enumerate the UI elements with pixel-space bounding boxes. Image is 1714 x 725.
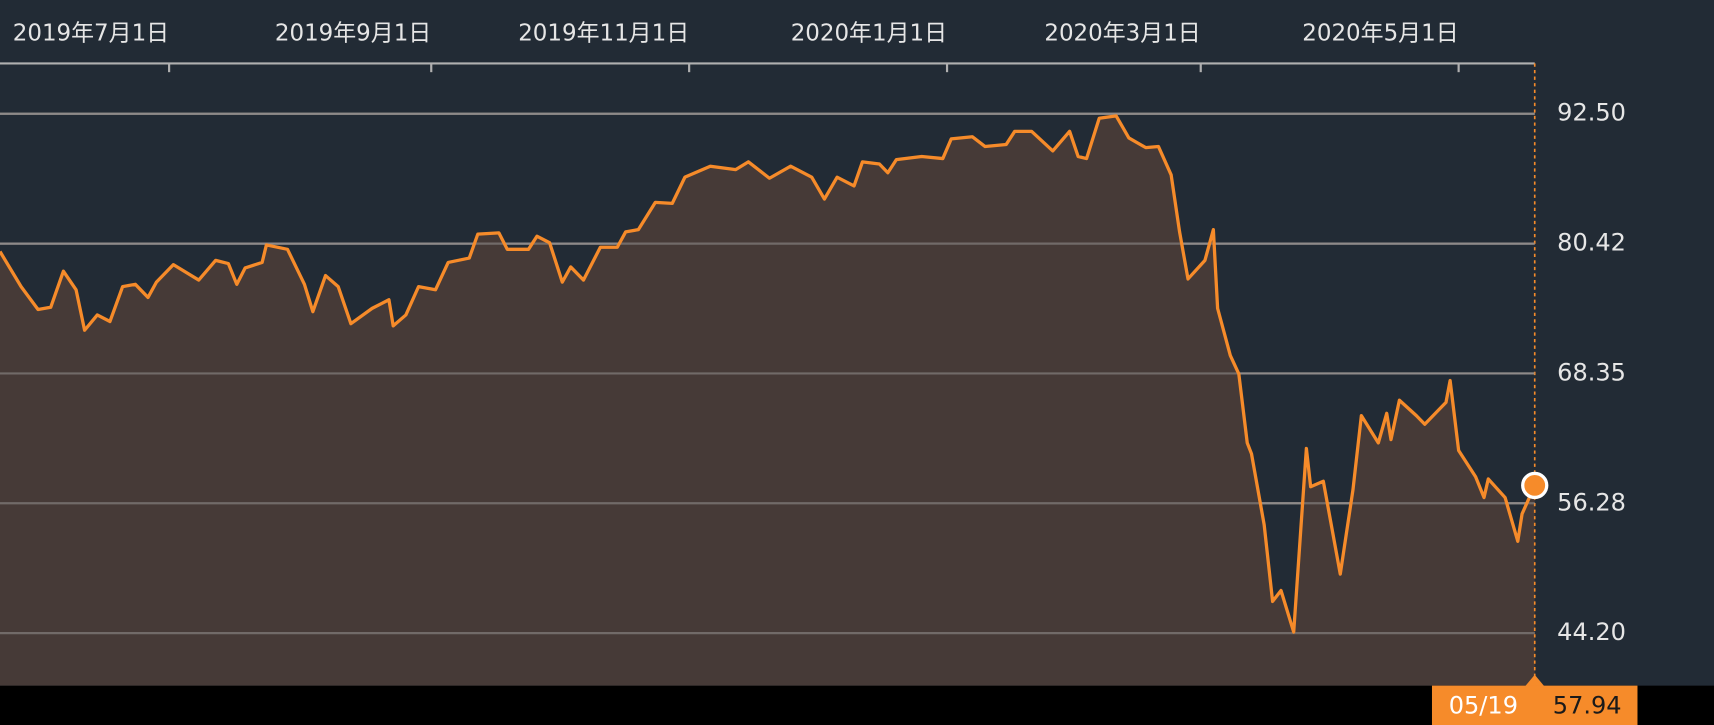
y-tick-label: 56.28 — [1557, 488, 1626, 516]
tooltip-date: 05/19 — [1449, 691, 1518, 719]
tooltip-box — [1431, 685, 1638, 725]
y-tick-label: 44.20 — [1557, 618, 1626, 646]
tooltip-pointer — [1523, 674, 1546, 688]
y-tick-label: 80.42 — [1557, 229, 1626, 257]
end-marker — [1521, 471, 1549, 500]
area — [0, 115, 1535, 686]
line — [0, 114, 1537, 634]
y-tick-label: 68.35 — [1557, 358, 1626, 386]
x-tick-label: 2020年3月1日 — [1044, 20, 1200, 46]
x-tick-label: 2019年11月1日 — [518, 20, 689, 46]
y-tick-label: 92.50 — [1557, 99, 1626, 127]
bottom-band — [0, 685, 1714, 725]
x-tick-label: 2019年9月1日 — [275, 20, 431, 46]
x-tick-label: 2019年7月1日 — [13, 20, 169, 46]
x-tick-label: 2020年1月1日 — [791, 20, 947, 46]
x-tick-label: 2020年5月1日 — [1302, 20, 1458, 46]
tooltip-value: 57.94 — [1553, 691, 1622, 719]
